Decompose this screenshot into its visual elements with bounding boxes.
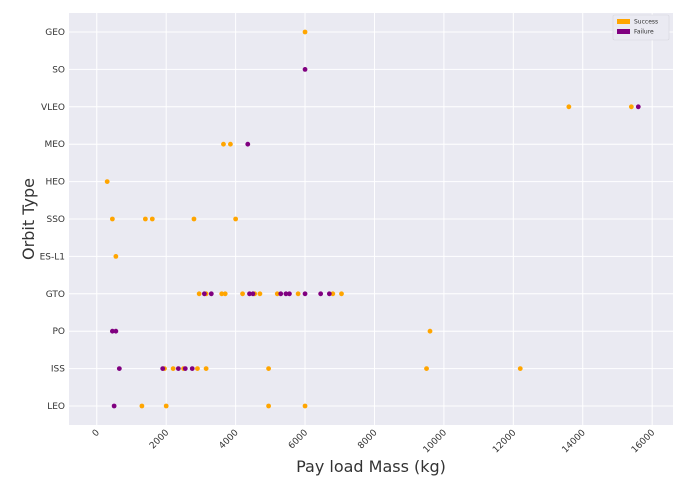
data-point-success — [139, 403, 145, 409]
y-tick-label: GTO — [46, 290, 65, 300]
data-point-success — [149, 216, 155, 222]
x-tick-label: 10000 — [422, 428, 450, 456]
x-axis-label: Pay load Mass (kg) — [296, 457, 446, 476]
data-point-success — [104, 179, 110, 185]
x-tick-label: 16000 — [630, 428, 658, 456]
data-point-failure — [175, 366, 181, 371]
data-point-success — [266, 366, 271, 371]
data-point-failure — [201, 291, 207, 297]
data-point-failure — [318, 291, 324, 297]
data-point-success — [240, 291, 245, 297]
data-point-failure — [287, 291, 292, 297]
data-point-success — [222, 291, 228, 297]
data-point-success — [302, 403, 308, 409]
x-tick-label: 14000 — [561, 428, 589, 456]
data-point-failure — [189, 366, 195, 371]
data-point-success — [274, 291, 280, 297]
data-point-success — [339, 291, 344, 297]
data-point-failure — [283, 291, 289, 297]
x-tick-label: 0 — [91, 428, 102, 439]
y-tick-labels: LEO ISS PO GTO ES-L1 SSO HEO MEO VLEO SO GEO — [40, 28, 66, 412]
data-point-failure — [116, 366, 122, 371]
legend-swatch — [617, 19, 630, 24]
data-point-success — [113, 254, 119, 259]
y-tick-label: ES-L1 — [40, 252, 65, 262]
x-tick-label: 4000 — [217, 428, 240, 451]
data-point-failure — [302, 291, 308, 297]
data-point-success — [221, 141, 226, 147]
data-point-failure — [278, 291, 284, 297]
data-point-success — [109, 216, 115, 222]
data-point-failure — [113, 328, 119, 334]
data-point-failure — [250, 291, 256, 297]
data-points — [104, 29, 641, 409]
data-point-success — [170, 366, 176, 371]
data-point-success — [295, 291, 301, 297]
y-tick-label: GEO — [45, 28, 65, 38]
data-point-success — [196, 291, 202, 297]
data-point-failure — [109, 328, 115, 334]
y-tick-label: SO — [52, 65, 65, 75]
y-tick-label: SSO — [46, 215, 65, 225]
y-tick-label: MEO — [44, 140, 65, 150]
legend-swatch — [617, 29, 630, 34]
data-point-failure — [160, 366, 166, 371]
x-tick-label: 12000 — [491, 428, 519, 456]
data-point-success — [427, 328, 433, 334]
data-point-failure — [245, 141, 251, 147]
data-point-success — [266, 403, 271, 409]
data-point-success — [424, 366, 429, 371]
data-point-failure — [247, 291, 252, 297]
data-point-success — [257, 291, 263, 297]
data-point-failure — [302, 67, 308, 72]
data-point-success — [517, 366, 523, 371]
data-point-success — [163, 403, 169, 409]
data-point-success — [142, 216, 148, 222]
y-tick-label: PO — [52, 327, 65, 337]
x-tick-label: 8000 — [356, 428, 379, 451]
data-point-failure — [182, 366, 188, 371]
legend-label: Failure — [634, 29, 654, 36]
x-tick-label: 6000 — [287, 428, 310, 451]
y-tick-label: ISS — [51, 365, 65, 375]
x-tick-label: 2000 — [148, 428, 171, 451]
data-point-success — [628, 104, 634, 110]
data-point-success — [302, 29, 308, 35]
data-point-success — [219, 291, 225, 297]
data-point-failure — [111, 403, 117, 409]
data-point-success — [228, 141, 233, 147]
legend-label: Success — [634, 19, 658, 26]
x-tick-labels: 0 2000 4000 6000 8000 10000 12000 14000 16000 — [91, 428, 658, 456]
data-point-failure — [326, 291, 332, 297]
data-point-failure — [635, 104, 641, 110]
grid-lines — [69, 13, 673, 425]
y-tick-label: VLEO — [41, 103, 65, 113]
data-point-success — [566, 104, 572, 110]
data-point-success — [203, 366, 209, 371]
data-point-success — [195, 366, 200, 371]
y-tick-label: LEO — [47, 402, 65, 412]
y-tick-label: HEO — [45, 178, 65, 188]
data-point-failure — [208, 291, 214, 297]
data-point-success — [191, 216, 197, 222]
y-axis-label: Orbit Type — [19, 178, 38, 260]
data-point-success — [233, 216, 239, 222]
legend: Success Failure — [612, 14, 670, 41]
data-point-success — [330, 291, 336, 297]
